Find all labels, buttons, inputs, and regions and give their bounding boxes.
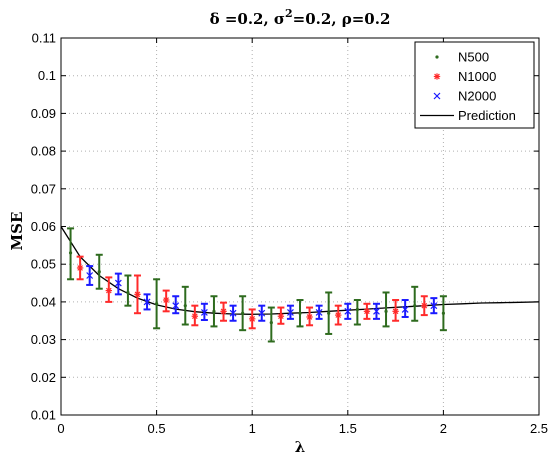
data-point — [212, 309, 216, 313]
data-point — [249, 315, 256, 323]
legend-label: N500 — [458, 50, 489, 65]
data-point — [298, 311, 302, 315]
x-tick-label: 2.5 — [530, 421, 548, 436]
series-n2000 — [86, 265, 438, 322]
data-point — [344, 307, 352, 315]
series-n1000 — [76, 255, 428, 330]
data-point — [355, 307, 359, 312]
data-point — [241, 311, 245, 315]
data-point — [430, 302, 438, 310]
x-tick-label: 1.5 — [339, 421, 357, 436]
legend: N500 N1000 N2000 Prediction — [414, 41, 535, 129]
chart-title: δ =0.2, σ2=0.2, ρ=0.2 — [210, 7, 391, 28]
error-bar — [124, 274, 132, 307]
y-tick-label: 0.03 — [31, 332, 56, 347]
data-point — [277, 313, 285, 320]
y-tick-label: 0.07 — [31, 181, 56, 196]
data-point — [327, 311, 331, 315]
data-point — [315, 309, 323, 316]
y-tick-label: 0.06 — [31, 219, 56, 234]
data-point — [413, 304, 417, 308]
data-point — [68, 251, 73, 255]
y-tick-label: 0.01 — [31, 408, 56, 423]
error-bar — [267, 306, 275, 343]
data-point — [200, 309, 208, 316]
data-point — [363, 308, 371, 315]
data-point — [421, 302, 428, 309]
data-point — [401, 306, 409, 313]
error-bar — [382, 291, 390, 328]
data-point — [105, 287, 112, 294]
data-point — [441, 311, 445, 315]
y-axis-label: MSE — [8, 212, 26, 251]
error-bar — [401, 299, 409, 318]
data-point — [126, 290, 130, 295]
legend-label: Prediction — [458, 108, 516, 123]
data-point — [86, 272, 94, 279]
data-point — [76, 264, 84, 272]
legend-entry: N2000 — [433, 89, 496, 104]
legend-entry: Prediction — [420, 108, 516, 123]
error-bar — [411, 285, 419, 322]
data-point — [258, 309, 266, 317]
x-tick-label: 1 — [249, 421, 256, 436]
data-point — [183, 304, 187, 308]
grid-lines — [61, 38, 539, 415]
data-point — [287, 309, 294, 316]
data-point — [143, 298, 151, 306]
data-point — [229, 309, 237, 317]
data-point — [392, 308, 399, 315]
error-bar — [114, 272, 122, 296]
data-point — [97, 270, 101, 274]
legend-box — [414, 41, 535, 129]
legend-label: N2000 — [458, 89, 496, 104]
data-point — [155, 302, 159, 306]
y-tick-label: 0.11 — [32, 31, 56, 46]
x-axis-label: λ — [295, 438, 306, 456]
data-point — [114, 279, 122, 287]
y-tick-label: 0.09 — [31, 106, 56, 121]
legend-entry: N500 — [435, 50, 489, 65]
data-point — [162, 296, 170, 304]
y-tick-label: 0.1 — [38, 68, 56, 83]
legend-entry: N1000 — [433, 69, 496, 84]
data-point — [384, 309, 388, 313]
data-point — [134, 291, 141, 298]
plot-frame — [60, 37, 540, 416]
data-point — [191, 313, 199, 320]
y-tick-label: 0.04 — [31, 294, 56, 309]
data-series-group — [67, 227, 447, 343]
y-tick-label: 0.05 — [31, 257, 56, 272]
error-bar — [353, 299, 361, 326]
x-tick-label: 0.5 — [148, 421, 166, 436]
legend-marker-swatch — [433, 92, 441, 100]
error-bar — [172, 295, 180, 315]
data-point — [172, 302, 180, 310]
y-tick-label: 0.08 — [31, 144, 56, 159]
data-point — [335, 311, 342, 319]
legend-marker-swatch — [435, 55, 439, 59]
data-point — [269, 321, 273, 325]
legend-marker-swatch — [433, 73, 441, 80]
data-point — [373, 307, 380, 315]
legend-label: N1000 — [458, 69, 496, 84]
y-tick-label: 0.02 — [31, 370, 56, 385]
data-point — [306, 313, 313, 321]
data-point — [220, 308, 227, 315]
series-n500 — [67, 227, 447, 343]
x-tick-label: 0 — [57, 421, 64, 436]
x-tick-label: 2 — [440, 421, 447, 436]
